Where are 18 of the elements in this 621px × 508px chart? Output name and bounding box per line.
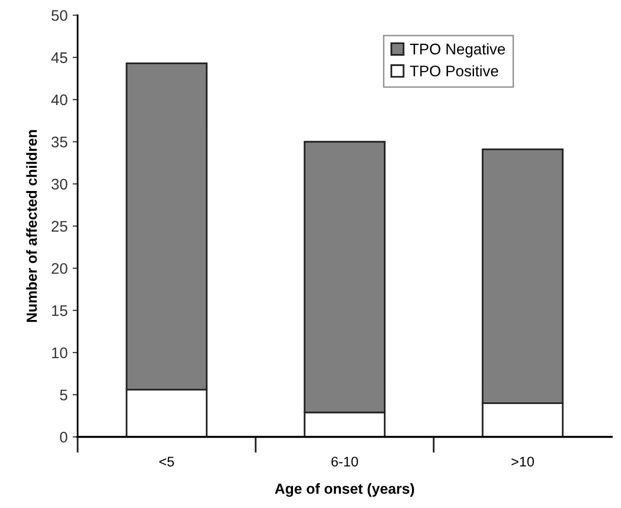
x-tick-label: >10 (512, 456, 534, 467)
x-axis-title: Age of onset (years) (274, 483, 414, 497)
y-axis-title: Number of affected children (26, 130, 37, 322)
legend-label: TPO Negative (410, 43, 505, 58)
y-tick-label: 30 (51, 178, 68, 190)
x-tick-label: 6-10 (331, 456, 358, 467)
legend-label: TPO Positive (410, 65, 498, 76)
y-tick-label: 35 (51, 136, 68, 148)
y-tick-label: 50 (52, 10, 68, 21)
y-tick-label: 20 (52, 263, 68, 274)
x-tick-label: <5 (159, 456, 174, 467)
y-tick-label: 40 (51, 94, 68, 106)
y-tick-label: 10 (52, 347, 68, 358)
y-tick-label: 0 (60, 432, 68, 443)
y-tick-label: 5 (60, 390, 68, 400)
y-tick-label: 45 (51, 52, 68, 64)
y-tick-label: 15 (52, 305, 68, 316)
y-tick-label: 25 (52, 220, 68, 232)
